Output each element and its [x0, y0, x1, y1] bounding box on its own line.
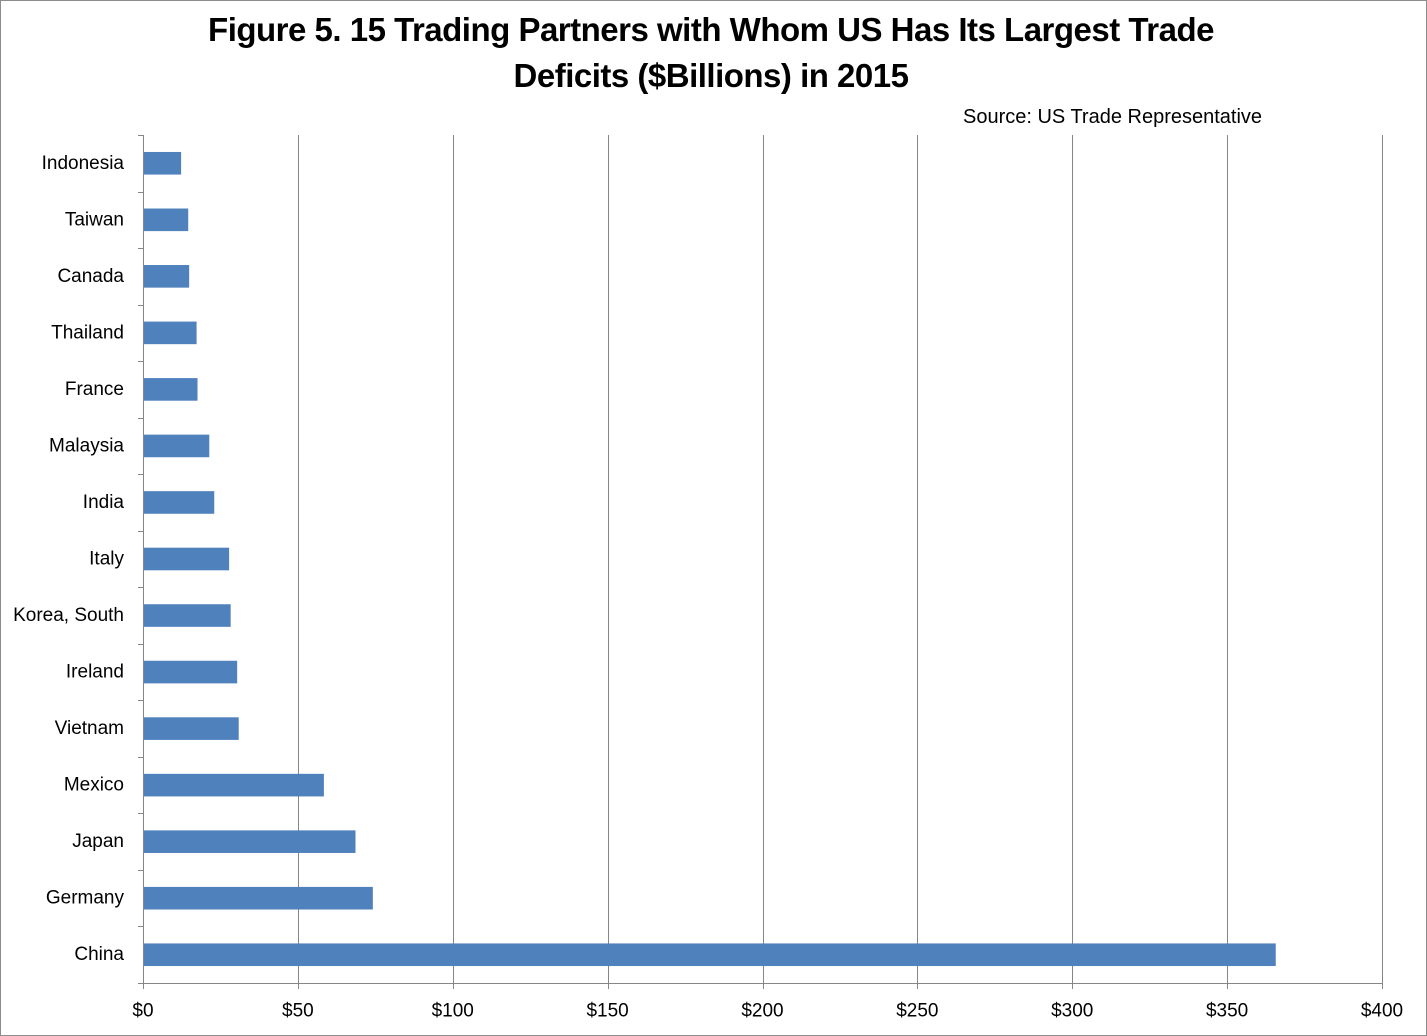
x-tick-label: $100	[432, 1001, 474, 1022]
bar	[143, 321, 197, 345]
x-tick-label: $150	[586, 1001, 628, 1022]
chart-title: Figure 5. 15 Trading Partners with Whom …	[151, 7, 1271, 99]
bar	[143, 660, 238, 684]
y-tick-label: Mexico	[64, 775, 124, 796]
y-tick-label: France	[65, 379, 124, 400]
y-tick-label: Italy	[89, 549, 124, 570]
x-tick-label: $350	[1206, 1001, 1248, 1022]
bar	[143, 773, 324, 797]
x-tick-label: $0	[132, 1001, 153, 1022]
x-tick-label: $250	[896, 1001, 938, 1022]
bar	[143, 151, 182, 175]
bar	[143, 208, 189, 232]
y-tick-label: Japan	[72, 831, 124, 852]
bar	[143, 378, 198, 401]
bar	[143, 943, 1276, 967]
bar	[143, 717, 239, 740]
chart-title-line-2: Deficits ($Billions) in 2015	[513, 57, 909, 94]
y-tick-label: Germany	[46, 888, 125, 909]
y-tick-label: Indonesia	[42, 153, 125, 174]
chart-source-note: Source: US Trade Representative	[963, 106, 1263, 128]
y-tick-label: Thailand	[51, 322, 124, 343]
x-tick-label: $50	[282, 1001, 314, 1022]
x-tick-label: $400	[1361, 1001, 1403, 1022]
chart-title-line-1: Figure 5. 15 Trading Partners with Whom …	[208, 11, 1214, 48]
bar	[143, 830, 356, 853]
x-tick-label: $200	[741, 1001, 783, 1022]
bar	[143, 604, 231, 627]
y-tick-label: Taiwan	[65, 209, 124, 230]
y-tick-label: Ireland	[66, 662, 124, 683]
y-tick-label: Canada	[57, 266, 124, 287]
y-tick-label: Korea, South	[13, 605, 124, 626]
x-tick-label: $300	[1051, 1001, 1093, 1022]
bar	[143, 265, 190, 288]
y-tick-label: China	[74, 944, 124, 965]
bar	[143, 491, 215, 514]
y-tick-label: India	[83, 492, 125, 513]
bar	[143, 886, 373, 910]
bar	[143, 547, 230, 571]
bar	[143, 434, 210, 458]
y-tick-label: Malaysia	[49, 435, 124, 456]
y-tick-label: Vietnam	[55, 718, 124, 739]
